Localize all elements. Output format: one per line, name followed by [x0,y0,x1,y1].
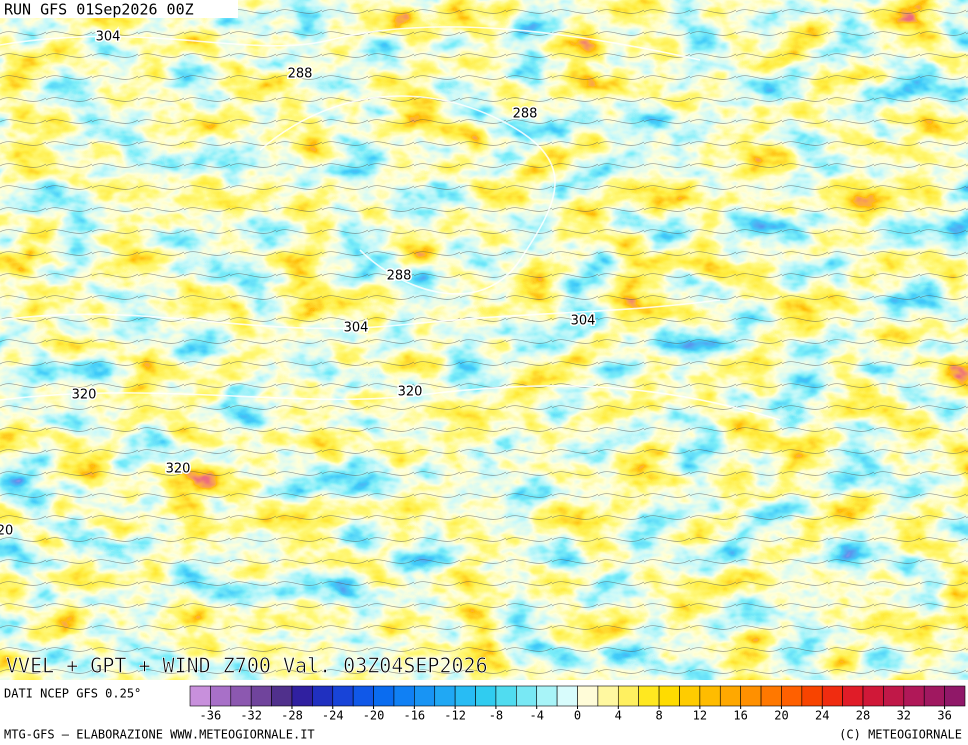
color-swatch [883,685,905,707]
tick-label: 4 [615,709,622,723]
color-swatch [352,685,374,707]
contour-label: 304 [344,321,369,336]
color-swatch [230,685,252,707]
contour-label: 320 [166,462,191,477]
tick-label: 32 [897,709,911,723]
color-swatch [760,685,782,707]
contour-label: 288 [387,269,412,284]
color-swatch [536,685,558,707]
color-swatch [434,685,456,707]
tick-label: 24 [815,709,829,723]
tick-label: 8 [655,709,662,723]
color-swatch [740,685,762,707]
color-swatch [719,685,741,707]
contour-label: 304 [571,314,596,329]
tick-label: -36 [200,709,222,723]
tick-label: -12 [444,709,466,723]
tick-label: -28 [281,709,303,723]
color-swatch [210,685,232,707]
color-swatch [475,685,497,707]
color-swatch [903,685,925,707]
color-swatch [373,685,395,707]
color-swatch [189,685,211,707]
contour-label: 20 [0,524,13,539]
color-swatch [842,685,864,707]
color-swatch [944,685,966,707]
color-swatch [312,685,334,707]
tick-label: -8 [489,709,503,723]
color-swatch [658,685,680,707]
tick-label: -24 [322,709,344,723]
contour-label: 288 [513,107,538,122]
color-swatch [291,685,313,707]
contour-label: 320 [398,385,423,400]
contour-label: 304 [96,30,121,45]
run-box [0,0,238,18]
color-swatch [699,685,721,707]
tick-label: -32 [240,709,262,723]
color-swatch [271,685,293,707]
contour-label: 288 [288,67,313,82]
color-swatch [617,685,639,707]
color-swatch [250,685,272,707]
contour-label: 320 [72,388,97,403]
tick-label: 28 [856,709,870,723]
run-label: RUN GFS 01Sep2026 00Z [4,1,194,19]
color-swatch [556,685,578,707]
tick-label: 36 [937,709,951,723]
tick-label: -16 [403,709,425,723]
color-swatch [516,685,538,707]
tick-label: -20 [363,709,385,723]
color-swatch [414,685,436,707]
color-swatch [393,685,415,707]
footer-right: (C) METEOGIORNALE [839,728,962,742]
color-swatch [862,685,884,707]
color-swatch [332,685,354,707]
tick-label: 20 [774,709,788,723]
color-swatch [597,685,619,707]
color-swatch [821,685,843,707]
source-label: DATI NCEP GFS 0.25° [4,687,141,701]
tick-label: -4 [529,709,543,723]
color-swatch [454,685,476,707]
color-swatch [781,685,803,707]
tick-label: 16 [733,709,747,723]
color-swatch [923,685,945,707]
color-swatch [801,685,823,707]
tick-label: 12 [693,709,707,723]
wind-streamlines [0,0,968,680]
color-swatch [638,685,660,707]
color-swatch [679,685,701,707]
color-swatch [495,685,517,707]
map-title: VVEL + GPT + WIND Z700 Val. 03Z04SEP2026 [6,654,488,678]
gpt-contours [0,26,781,421]
color-swatch [577,685,599,707]
footer-left: MTG-GFS — ELABORAZIONE WWW.METEOGIORNALE… [4,728,315,742]
tick-label: 0 [574,709,581,723]
